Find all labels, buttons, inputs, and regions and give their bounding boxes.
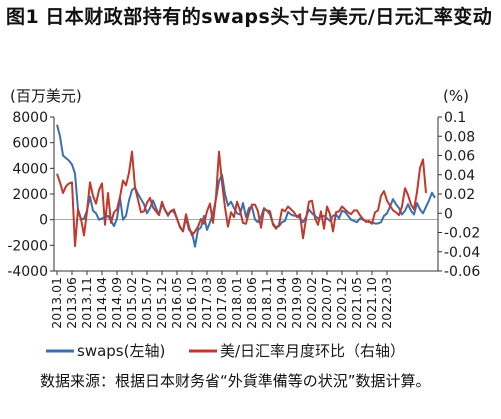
left-tick-label: 2000 [12,187,48,203]
source-note: 数据来源：根据日本财务省“外貨準備等の状況”数据计算。 [40,372,431,390]
left-tick-label: 8000 [12,110,48,126]
fx-series-line [56,150,427,247]
right-axis-unit: (%) [443,87,469,105]
right-tick-label: 0.04 [444,168,475,184]
right-tick-label: -0.06 [444,264,480,280]
figure-number: 图1 [6,6,40,28]
axes-group: 8000 6000 4000 2000 0 -2000 -4000 0.1 0.08 0.06 0.… [7,110,480,329]
x-tick-label: 2016.10 [184,277,199,329]
left-tick-label: -2000 [7,238,48,254]
x-tick-label: 2018.06 [244,277,259,329]
x-tick-label: 2020.02 [304,277,319,329]
series-layer [56,124,436,248]
x-tick-label: 2020.07 [319,277,334,329]
x-tick-label: 2015.02 [124,277,139,329]
left-tick-label: -4000 [7,264,48,280]
x-tick-label: 2013.11 [79,277,94,329]
x-tick-label: 2018.01 [229,277,244,329]
x-tick-label: 2019.09 [289,277,304,329]
x-tick-label: 2022.03 [379,277,394,329]
x-tick-label: 2021.05 [349,277,364,329]
x-tick-label: 2014.09 [109,277,124,329]
x-tick-label: 2016.05 [169,277,184,329]
x-tick-label: 2018.11 [259,277,274,329]
right-tick-label: -0.04 [444,245,480,261]
chart-title-text: 日本财政部持有的swaps头寸与美元/日元汇率变动 [45,6,493,28]
x-tick-label: 2014.04 [94,277,109,329]
chart-title: 图1 日本财政部持有的swaps头寸与美元/日元汇率变动 [6,4,498,31]
x-tick-label: 2020.12 [334,277,349,329]
legend-label-swaps: swaps(左轴) [77,342,165,360]
legend-label-fx: 美/日汇率月度环比（右轴） [220,342,405,360]
x-tick-label: 2015.12 [154,277,169,329]
left-tick-label: 6000 [12,136,48,152]
right-tick-label: 0 [444,206,453,222]
swaps-series-line [56,124,436,248]
left-axis-unit: (百万美元) [10,87,82,105]
right-tick-label: 0.1 [444,110,466,126]
x-tick-label: 2017.03 [199,277,214,329]
x-tick-label: 2019.04 [274,277,289,329]
right-tick-label: 0.06 [444,149,475,165]
legend: swaps(左轴) 美/日汇率月度环比（右轴） [46,342,405,360]
x-tick-label: 2021.10 [364,277,379,329]
right-tick-label: 0.02 [444,187,475,203]
left-tick-label: 0 [39,213,48,229]
left-tick-label: 4000 [12,161,48,177]
x-tick-label: 2017.08 [214,277,229,329]
x-tick-label: 2013.06 [64,277,79,329]
x-tick-label: 2013.01 [49,277,64,329]
right-tick-label: 0.08 [444,129,475,145]
x-tick-label: 2015.07 [139,277,154,329]
right-tick-label: -0.02 [444,226,480,242]
